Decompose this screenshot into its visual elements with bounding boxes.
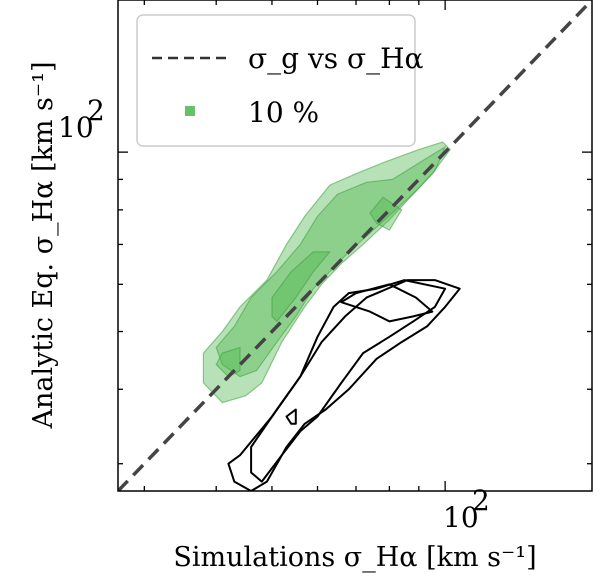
svg-text:10: 10 (443, 501, 479, 534)
legend-label-percent: 10 % (248, 96, 319, 129)
x-axis-label: Simulations σ_Hα [km s⁻¹] (173, 542, 536, 573)
svg-text:2: 2 (87, 94, 105, 127)
legend-green-swatch (185, 106, 195, 116)
svg-text:2: 2 (472, 484, 490, 517)
black-contour-outer (227, 279, 461, 491)
legend-box (136, 14, 416, 147)
x-major-tick-label: 10 2 (443, 484, 490, 534)
black-contour-island-b (285, 408, 297, 425)
green-contour-inner-a (215, 346, 241, 378)
legend-label-sigma: σ_g vs σ_Hα (248, 42, 424, 75)
green-contour-inner-b (271, 251, 331, 323)
one-to-one-dashed-line (118, 0, 592, 491)
y-axis-label: Analytic Eq. σ_Hα [km s⁻¹] (28, 61, 59, 429)
legend: σ_g vs σ_Hα 10 % (136, 14, 424, 147)
diagonal-layer (118, 0, 592, 491)
ticks-layer (118, 0, 592, 491)
black-contour-island-a (340, 283, 434, 323)
y-major-tick-label: 10 2 (58, 94, 105, 144)
green-contour-middle (215, 145, 447, 378)
plot-frame (117, 0, 593, 492)
black-contour-layer (227, 279, 461, 491)
svg-text:10: 10 (58, 111, 94, 144)
